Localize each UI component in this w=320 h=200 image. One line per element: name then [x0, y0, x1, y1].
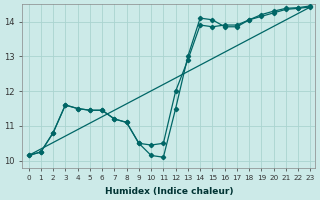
- X-axis label: Humidex (Indice chaleur): Humidex (Indice chaleur): [105, 187, 233, 196]
